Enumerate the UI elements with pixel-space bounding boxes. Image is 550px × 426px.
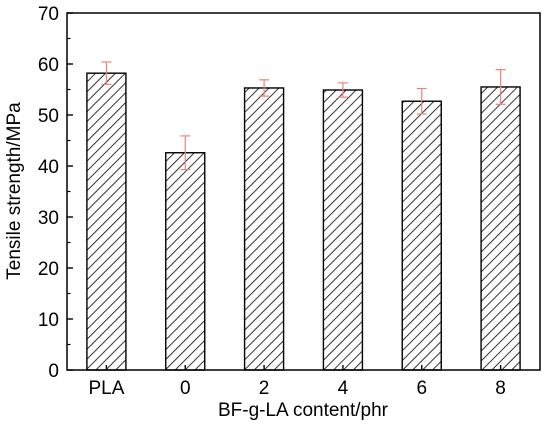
y-tick-label: 70 bbox=[38, 4, 59, 25]
x-tick-label: 8 bbox=[495, 378, 506, 399]
x-tick-label: 4 bbox=[338, 378, 349, 399]
bar-4 bbox=[322, 89, 364, 371]
y-axis-ticks: 0 10 20 30 40 50 60 70 bbox=[38, 4, 73, 382]
bars-group bbox=[86, 72, 521, 371]
y-axis-title: Tensile strength/MPa bbox=[4, 102, 25, 280]
x-tick-label: 2 bbox=[259, 378, 270, 399]
error-bar-8 bbox=[495, 69, 506, 105]
bar-6 bbox=[401, 100, 442, 371]
x-axis-ticks: PLA 0 2 4 6 8 bbox=[88, 365, 506, 399]
plot-frame bbox=[66, 12, 541, 371]
bar-2 bbox=[243, 87, 285, 371]
bar-PLA bbox=[86, 72, 127, 371]
y-tick-label: 40 bbox=[38, 157, 59, 178]
error-bars-group bbox=[101, 61, 506, 171]
x-tick-label: 6 bbox=[416, 378, 427, 399]
error-bar-0 bbox=[180, 135, 191, 171]
y-tick-label: 10 bbox=[38, 310, 59, 331]
error-bar-4 bbox=[337, 82, 348, 98]
bar-0 bbox=[165, 152, 206, 371]
y-tick-label: 20 bbox=[38, 259, 59, 280]
x-tick-label: 0 bbox=[180, 378, 191, 399]
x-tick-label: PLA bbox=[88, 378, 124, 399]
x-axis-title: BF-g-LA content/phr bbox=[218, 400, 389, 421]
error-bar-PLA bbox=[101, 61, 112, 86]
error-bar-2 bbox=[259, 79, 270, 97]
y-tick-label: 30 bbox=[38, 208, 59, 229]
bar-8 bbox=[480, 86, 521, 371]
error-bar-6 bbox=[416, 87, 427, 115]
y-tick-label: 50 bbox=[38, 106, 59, 127]
y-tick-label: 0 bbox=[48, 361, 59, 382]
y-tick-label: 60 bbox=[38, 55, 59, 76]
